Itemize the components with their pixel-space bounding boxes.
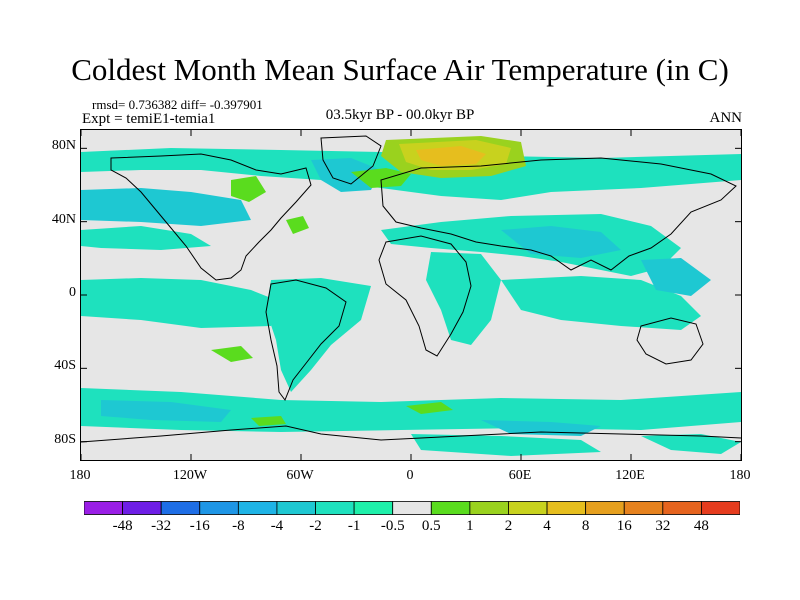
anomaly-patch <box>406 402 453 414</box>
colorbar-tick-label: 0.5 <box>421 518 441 534</box>
lon-tick-label: 60W <box>286 468 314 483</box>
coastline-south-america <box>265 279 347 402</box>
period-label: 03.5kyr BP - 00.0kyr BP <box>325 107 475 123</box>
colorbar-tick-label: -48 <box>112 518 133 534</box>
colorbar-tick-label: 2 <box>504 518 513 534</box>
colorbar-tick-label: 48 <box>693 518 709 534</box>
colorbar-swatch <box>546 501 587 515</box>
colorbar-tick-label: -1 <box>347 518 361 534</box>
anomaly-patch <box>81 388 741 432</box>
stats-label: rmsd= 0.736382 diff= -0.397901 <box>92 97 263 112</box>
map-panel <box>80 129 742 461</box>
anomaly-field-warm <box>211 168 453 426</box>
anomaly-patch <box>81 278 281 328</box>
colorbar <box>84 501 740 515</box>
anomaly-patch <box>286 216 309 234</box>
anomaly-patch <box>641 434 741 454</box>
anomaly-patch <box>81 188 251 226</box>
colorbar-swatch <box>276 501 316 515</box>
coastline-antarctica <box>81 425 741 443</box>
anomaly-patch <box>101 400 231 422</box>
colorbar-tick-label: 32 <box>655 518 671 534</box>
colorbar-tick-label: 1 <box>466 518 474 534</box>
anomaly-patch <box>641 258 711 296</box>
coastline-eurasia <box>380 157 737 271</box>
anomaly-field-cool <box>81 158 711 436</box>
anomaly-patch <box>416 146 486 166</box>
anomaly-field-hot <box>381 136 526 178</box>
colorbar-swatch <box>430 501 471 515</box>
lat-tick-label: 40N <box>51 211 76 227</box>
anomaly-patch <box>501 276 701 330</box>
anomaly-patch <box>351 168 411 188</box>
lon-tick-label: 0 <box>406 468 414 483</box>
lon-tick-label: 120E <box>615 468 645 483</box>
anomaly-patch <box>81 226 211 250</box>
anomaly-patch <box>251 416 286 426</box>
colorbar-tick-label: -0.5 <box>380 518 405 534</box>
anomaly-patch <box>311 158 381 192</box>
colorbar-swatch <box>585 501 625 515</box>
anomaly-patch <box>231 176 266 202</box>
colorbar-tick-label: 8 <box>581 518 590 534</box>
colorbar-swatch <box>353 501 394 515</box>
anomaly-patch <box>211 346 253 362</box>
colorbar-swatch <box>392 501 432 515</box>
colorbar-swatch <box>701 501 740 515</box>
colorbar-swatch <box>469 501 509 515</box>
colorbar-tick-label: -8 <box>232 518 245 534</box>
colorbar-tick-label: -4 <box>270 518 284 534</box>
lat-tick-label: 0 <box>69 285 76 300</box>
colorbar-tick-label: 4 <box>543 518 551 534</box>
anomaly-patch <box>411 434 601 456</box>
colorbar-swatch <box>122 501 162 515</box>
colorbar-swatch <box>84 501 123 515</box>
lon-tick-label: 180 <box>729 468 751 483</box>
coastline-africa <box>378 235 472 357</box>
lat-tick-label: 80S <box>54 431 76 447</box>
colorbar-tick-label: 16 <box>616 518 632 534</box>
colorbar-swatch <box>199 501 239 515</box>
experiment-label: Expt = temiE1-temia1 <box>82 111 216 127</box>
colorbar-swatch <box>662 501 702 515</box>
colorbar-tick-label: -2 <box>309 518 322 534</box>
colorbar-swatch <box>160 501 201 515</box>
coastline-greenland <box>320 135 382 185</box>
anomaly-patch <box>426 252 501 345</box>
coastlines <box>81 135 741 443</box>
anomaly-patch <box>481 420 601 436</box>
lat-tick-label: 40S <box>54 358 76 374</box>
lat-tick-label: 80N <box>51 138 76 154</box>
colorbar-swatch <box>315 501 355 515</box>
colorbar-tick-label: -16 <box>189 518 210 534</box>
lon-tick-label: 60E <box>508 468 532 483</box>
season-label: ANN <box>709 110 743 126</box>
coastline-north-america <box>110 153 312 281</box>
lon-tick-label: 180 <box>69 468 91 483</box>
colorbar-swatch <box>237 501 278 515</box>
colorbar-swatch <box>508 501 548 515</box>
colorbar-swatch <box>623 501 664 515</box>
plot-title: Coldest Month Mean Surface Air Temperatu… <box>71 52 729 87</box>
anomaly-field <box>81 148 741 456</box>
coastline-australia <box>636 317 704 365</box>
lon-tick-label: 120W <box>172 468 208 483</box>
colorbar-tick-label: -32 <box>151 518 172 534</box>
